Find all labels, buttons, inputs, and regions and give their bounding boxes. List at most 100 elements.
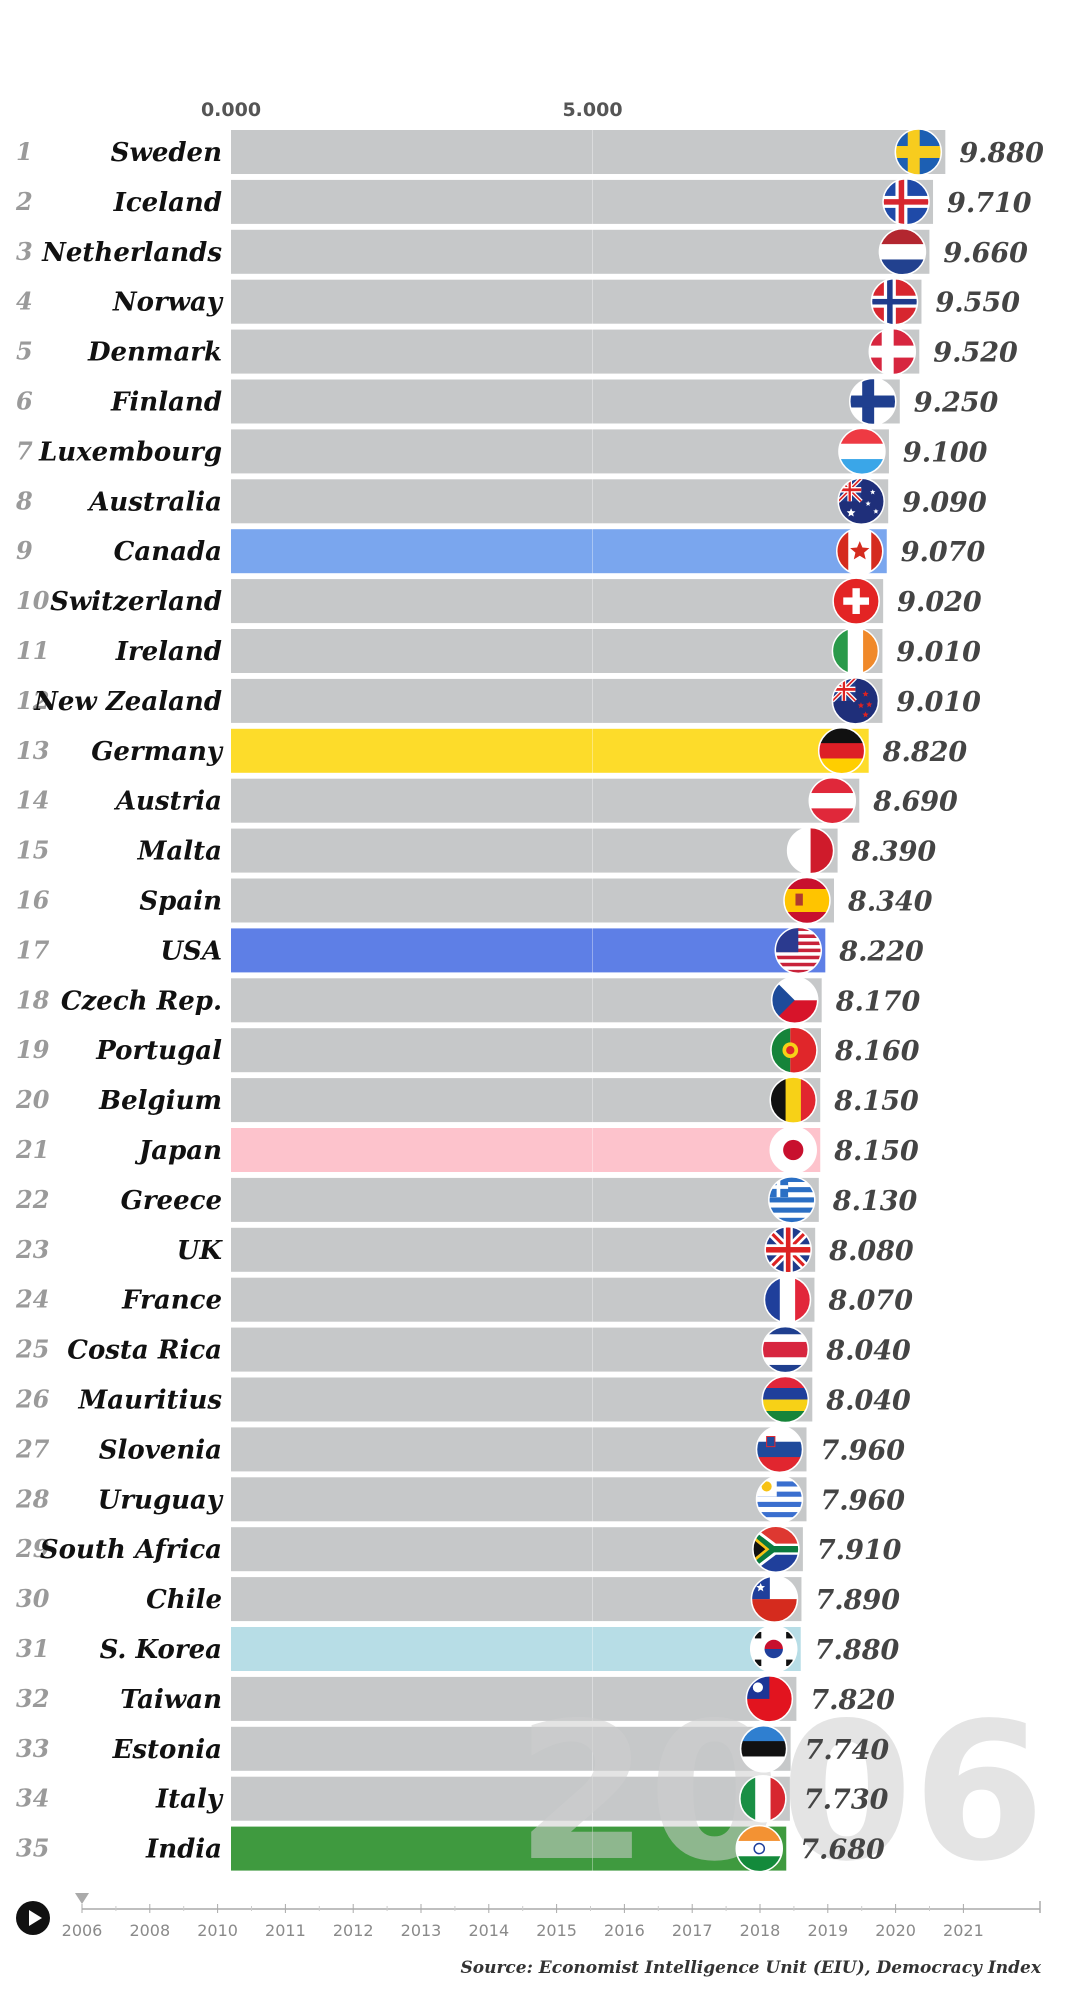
rank-label: 24 xyxy=(15,1285,49,1314)
bar-greece xyxy=(231,1177,819,1222)
timeline-marker[interactable] xyxy=(75,1893,89,1904)
flag-border xyxy=(761,1325,810,1374)
country-label: S. Korea xyxy=(100,1635,222,1665)
value-label: 8.390 xyxy=(851,837,937,868)
timeline-year-label[interactable]: 2017 xyxy=(672,1921,713,1940)
timeline[interactable]: 2006 2008 2010 2011 2012 2013 2014 2015 2016 2017… xyxy=(62,1893,1041,1940)
rank-label: 12 xyxy=(16,686,49,715)
flag-border xyxy=(817,727,866,775)
usa-flag-icon xyxy=(775,927,822,974)
value-label: 8.040 xyxy=(825,1336,911,1367)
timeline-year-label[interactable]: 2008 xyxy=(129,1921,170,1940)
bar-italy xyxy=(231,1776,790,1821)
germany-flag-icon xyxy=(818,727,865,774)
timeline-year-label[interactable]: 2012 xyxy=(333,1921,374,1940)
value-label: 8.150 xyxy=(833,1136,919,1167)
rank-label: 6 xyxy=(16,387,33,416)
axis-tick-label: 5.000 xyxy=(562,99,622,121)
bar-sweden xyxy=(231,130,946,174)
value-label: 8.340 xyxy=(847,887,933,918)
country-label: Switzerland xyxy=(50,587,222,617)
rank-label: 15 xyxy=(16,836,49,865)
malta-flag-icon xyxy=(787,827,834,874)
country-label: Portugal xyxy=(95,1036,222,1066)
flag-border xyxy=(831,627,880,675)
spain-flag-icon xyxy=(783,877,830,924)
value-label: 7.960 xyxy=(821,1435,906,1466)
uruguay-flag-icon xyxy=(756,1476,803,1523)
flag-border xyxy=(808,776,857,825)
rank-label: 34 xyxy=(16,1784,49,1813)
country-label: Austria xyxy=(113,787,222,817)
value-label: 7.880 xyxy=(815,1635,900,1666)
bar-france xyxy=(231,1277,815,1322)
netherlands-flag-icon xyxy=(879,228,926,275)
value-label: 9.010 xyxy=(896,687,981,718)
flag-border xyxy=(763,1275,812,1324)
flag-border xyxy=(832,577,880,625)
timeline-year-label[interactable]: 2010 xyxy=(197,1921,238,1940)
flag-border xyxy=(739,1774,787,1823)
flag-border xyxy=(836,527,884,575)
flag-border xyxy=(745,1675,794,1723)
south-africa-flag-icon xyxy=(752,1526,799,1573)
value-label: 7.740 xyxy=(805,1735,890,1766)
rank-label: 8 xyxy=(15,486,33,515)
value-label: 8.080 xyxy=(828,1236,914,1267)
denmark-flag-icon xyxy=(869,328,916,375)
value-label: 9.550 xyxy=(935,288,1020,319)
timeline-year-label[interactable]: 2018 xyxy=(740,1921,781,1940)
flag-border xyxy=(882,178,930,226)
rank-label: 21 xyxy=(15,1135,49,1164)
timeline-year-label[interactable]: 2020 xyxy=(875,1921,916,1940)
rank-label: 32 xyxy=(16,1684,49,1713)
bar-germany xyxy=(231,728,869,773)
country-label: Spain xyxy=(139,887,222,917)
flag-border xyxy=(837,477,885,526)
country-label: Italy xyxy=(155,1785,224,1815)
country-label: Uruguay xyxy=(98,1485,224,1515)
timeline-year-label[interactable]: 2013 xyxy=(401,1921,442,1940)
austria-flag-icon xyxy=(809,777,856,824)
country-label: India xyxy=(145,1835,222,1865)
rank-label: 19 xyxy=(16,1035,50,1064)
timeline-year-label[interactable]: 2015 xyxy=(536,1921,577,1940)
south-korea-flag-icon xyxy=(750,1626,797,1672)
timeline-year-label[interactable]: 2011 xyxy=(265,1921,306,1940)
flag-border xyxy=(770,1026,818,1074)
rank-label: 28 xyxy=(15,1484,50,1513)
play-button[interactable] xyxy=(16,1901,50,1935)
country-label: Canada xyxy=(114,537,222,567)
flag-border xyxy=(770,976,819,1025)
japan-flag-icon xyxy=(770,1127,817,1173)
rank-label: 4 xyxy=(16,287,33,316)
bar-belgium xyxy=(231,1078,821,1123)
timeline-year-label[interactable]: 2019 xyxy=(807,1921,848,1940)
rank-label: 33 xyxy=(16,1734,49,1763)
bar-usa xyxy=(231,928,826,973)
country-label: Greece xyxy=(121,1186,222,1216)
timeline-year-label[interactable]: 2016 xyxy=(604,1921,645,1940)
norway-flag-icon xyxy=(871,278,918,325)
country-label: Iceland xyxy=(113,188,222,218)
rank-label: 26 xyxy=(15,1385,50,1414)
country-label: Japan xyxy=(134,1136,222,1166)
bar-australia xyxy=(231,479,889,524)
value-label: 7.960 xyxy=(821,1485,906,1516)
flag-border xyxy=(761,1375,810,1424)
timeline-year-label[interactable]: 2014 xyxy=(468,1921,509,1940)
france-flag-icon xyxy=(764,1276,811,1323)
country-label: Denmark xyxy=(87,338,222,368)
rank-label: 18 xyxy=(16,985,50,1014)
bar-netherlands xyxy=(231,229,930,274)
rank-label: 16 xyxy=(16,886,50,915)
timeline-year-label[interactable]: 2006 xyxy=(62,1921,103,1940)
flag-border xyxy=(769,1126,817,1174)
rank-label: 25 xyxy=(15,1335,49,1364)
value-label: 8.040 xyxy=(825,1386,911,1417)
australia-flag-icon xyxy=(838,478,885,525)
bar-mauritius xyxy=(231,1377,813,1422)
country-label: Ireland xyxy=(115,637,222,667)
timeline-year-label[interactable]: 2021 xyxy=(943,1921,984,1940)
rank-label: 1 xyxy=(16,137,33,166)
